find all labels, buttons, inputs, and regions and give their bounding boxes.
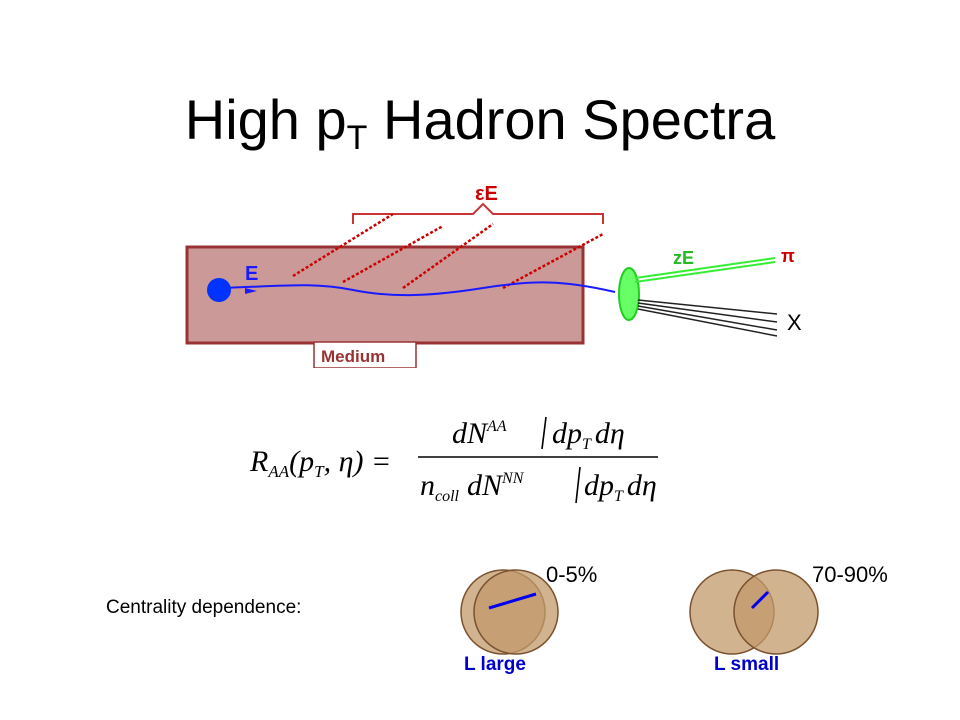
slide-title: High pT Hadron Spectra <box>184 88 776 157</box>
energy-label: E <box>245 263 258 285</box>
leading-hadron-1 <box>634 257 776 279</box>
parton-path <box>220 281 616 297</box>
central-collision <box>460 569 559 655</box>
loss-brace <box>352 202 604 224</box>
hadronization-ellipse <box>618 267 640 321</box>
parton-arrow <box>245 288 257 294</box>
loss-label: εE <box>475 184 498 205</box>
medium-label-box <box>313 341 417 368</box>
raa-formula: RAA(pT, η) = dNAA dpT dη ncoll dNNN dpT dη <box>249 416 658 505</box>
medium-label: Medium <box>321 347 385 366</box>
pion-label: π <box>781 246 795 266</box>
leading-label: zE <box>673 248 694 268</box>
parton-origin <box>207 278 231 302</box>
gluon-4 <box>502 232 604 290</box>
peripheral-range: 70-90% <box>812 562 888 587</box>
centrality-label: Centrality dependence: <box>106 597 302 618</box>
central-range: 0-5% <box>546 562 597 587</box>
x-label: X <box>787 310 802 335</box>
fragment-4 <box>637 308 778 337</box>
peripheral-path <box>750 590 770 610</box>
fragment-1 <box>637 299 778 315</box>
peripheral-path-label: L small <box>714 654 779 675</box>
fragment-3 <box>637 305 778 331</box>
central-path-label: L large <box>464 654 526 675</box>
centrality-overlaps: 0-5% L large 70-90% L small <box>460 562 888 675</box>
fragment-2 <box>637 302 778 323</box>
svg-text:dNAA: dNAA <box>452 417 507 450</box>
peripheral-collision <box>689 569 819 655</box>
central-path <box>488 592 537 610</box>
gluon-3 <box>402 222 494 290</box>
gluon-2 <box>342 224 444 284</box>
leading-hadron-2 <box>634 261 776 283</box>
svg-text:RAA(pT, η) =: RAA(pT, η) = <box>249 445 391 481</box>
jet-quenching-diagram: εE E zE π X Medium <box>183 184 808 368</box>
